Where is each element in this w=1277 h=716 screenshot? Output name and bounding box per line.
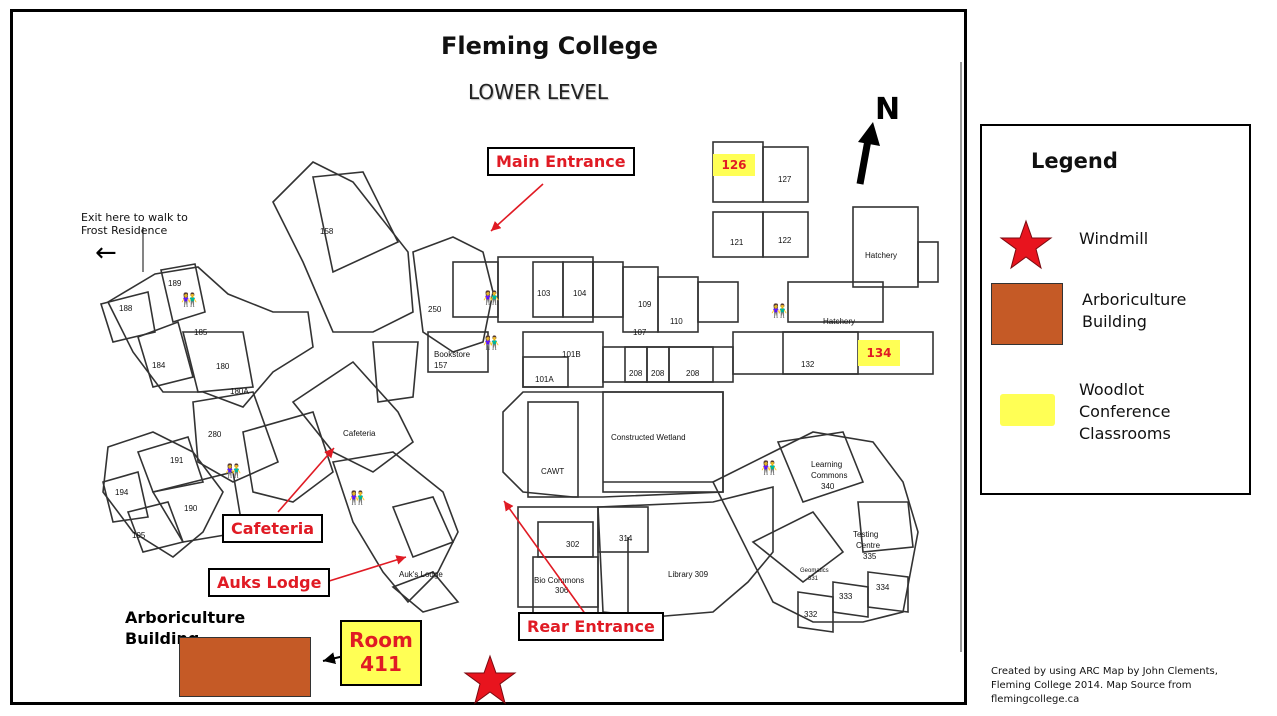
windmill-legend-star-icon — [999, 219, 1053, 270]
room-103: 103 — [537, 289, 551, 298]
room-134-highlight: 134 — [858, 340, 900, 366]
room-122: 122 — [778, 236, 792, 245]
room-testing: Testing — [853, 530, 878, 539]
legend-woodlot-label: Woodlot Conference Classrooms — [1079, 380, 1171, 443]
arboriculture-building — [179, 637, 311, 697]
room-121: 121 — [730, 238, 744, 247]
map-frame: 158 189 188 185 184 180 180A 250 280 191… — [10, 9, 967, 705]
north-label: N — [875, 92, 901, 127]
washroom-icon: 👫 — [761, 460, 777, 476]
room-191: 191 — [170, 456, 184, 465]
room-208-a: 208 — [629, 369, 643, 378]
floor-plan: 158 189 188 185 184 180 180A 250 280 191… — [99, 62, 962, 665]
washroom-icon: 👫 — [349, 490, 365, 506]
room-250: 250 — [428, 305, 442, 314]
washroom-icon: 👫 — [225, 463, 241, 479]
left-arrow-icon: ← — [95, 238, 117, 268]
room-127: 127 — [778, 175, 792, 184]
washroom-icon: 👫 — [771, 303, 787, 319]
room-208-b: 208 — [651, 369, 665, 378]
map-title: Fleming College — [441, 32, 659, 60]
main-entrance-pointer — [490, 183, 544, 232]
legend-title: Legend — [1031, 149, 1118, 173]
room-185: 185 — [194, 328, 208, 337]
legend-arboriculture-swatch — [991, 283, 1063, 345]
main-entrance-callout: Main Entrance — [487, 147, 635, 176]
room-auks-lodge: Auk's Lodge — [399, 570, 443, 579]
auks-lodge-pointer — [325, 555, 407, 583]
room-314: 314 — [619, 534, 633, 543]
room-331: 331 — [808, 576, 819, 582]
room-333: 333 — [839, 592, 853, 601]
room-110: 110 — [670, 317, 683, 326]
windmill-star-icon — [463, 654, 517, 705]
room-geomatics: Geomatics — [800, 568, 829, 574]
washroom-icon: 👫 — [181, 292, 197, 308]
room-101b: 101B — [562, 350, 581, 359]
exit-note: Exit here to walk to Frost Residence — [81, 211, 188, 237]
room-bookstore: Bookstore — [434, 350, 471, 359]
room-190: 190 — [184, 504, 198, 513]
auks-lodge-callout: Auks Lodge — [208, 568, 331, 597]
room-126-highlight: 126 — [713, 154, 755, 176]
room-library-309: Library 309 — [668, 570, 709, 579]
legend-woodlot-swatch — [1000, 394, 1055, 426]
room-280: 280 — [208, 430, 222, 439]
legend-arboriculture-label: Arboriculture Building — [1082, 290, 1187, 331]
room-180: 180 — [216, 362, 230, 371]
washroom-icon: 👫 — [483, 335, 499, 351]
room-184: 184 — [152, 361, 166, 370]
map-credit: Created by using ARC Map by John Clement… — [991, 666, 1218, 705]
room-109: 109 — [638, 300, 652, 309]
cafeteria-callout: Cafeteria — [222, 514, 324, 543]
legend: Legend Windmill Arboriculture Building W… — [980, 124, 1251, 495]
washroom-icon: 👫 — [483, 290, 499, 306]
room-132: 132 — [801, 360, 815, 369]
room-306: 306 — [555, 586, 569, 595]
map-subtitle: LOWER LEVEL — [468, 80, 609, 104]
room-189: 189 — [168, 279, 182, 288]
room-334: 334 — [876, 583, 890, 592]
room-hatchery-b: Hatchery — [823, 317, 855, 326]
room-learning: Learning — [811, 460, 842, 469]
room-cawt: CAWT — [541, 467, 564, 476]
north-arrow-head — [858, 122, 880, 146]
legend-windmill-label: Windmill — [1079, 229, 1149, 248]
room-195: 195 — [132, 531, 146, 540]
room-180a: 180A — [230, 387, 249, 396]
room-194: 194 — [115, 488, 129, 497]
rear-entrance-pointer — [503, 500, 587, 616]
room-411-box: Room 411 — [340, 620, 422, 686]
room-157: 157 — [434, 361, 448, 370]
room-335: 335 — [863, 552, 877, 561]
room-158: 158 — [320, 227, 334, 236]
room-bio-commons: Bio Commons — [534, 576, 584, 585]
cafeteria-pointer — [277, 447, 335, 513]
rear-entrance-callout: Rear Entrance — [518, 612, 664, 641]
room-104: 104 — [573, 289, 587, 298]
room-340: 340 — [821, 482, 835, 491]
room-hatchery-a: Hatchery — [865, 251, 897, 260]
room-centre: Centre — [856, 541, 881, 550]
room-commons: Commons — [811, 471, 847, 480]
room-cafeteria: Cafeteria — [343, 429, 376, 438]
room-332: 332 — [804, 610, 818, 619]
room-188: 188 — [119, 304, 133, 313]
room-constructed-wetland: Constructed Wetland — [611, 433, 686, 442]
room-101a: 101A — [535, 375, 554, 384]
room-208-c: 208 — [686, 369, 700, 378]
room-107: 107 — [633, 328, 647, 337]
north-arrow — [856, 139, 872, 185]
room-302: 302 — [566, 540, 580, 549]
